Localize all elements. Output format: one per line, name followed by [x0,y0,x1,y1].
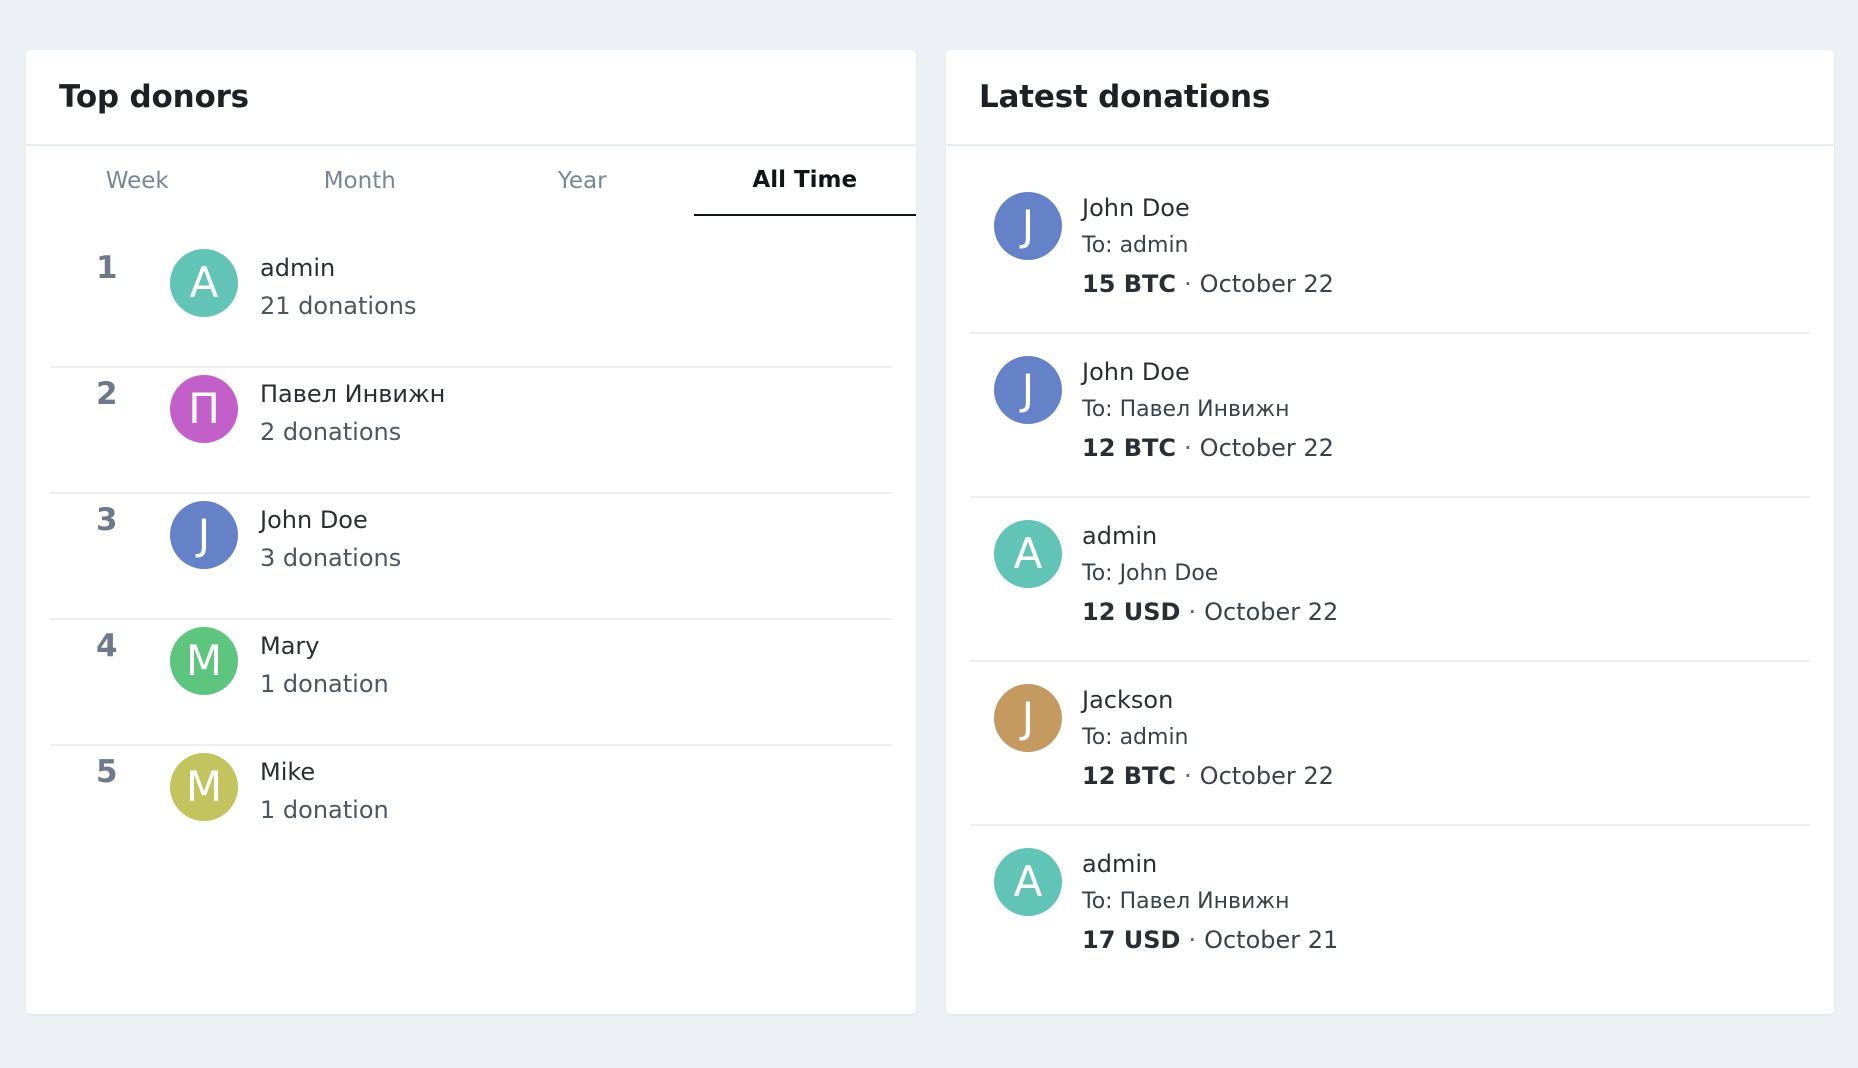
tab-all-time[interactable]: All Time [693,146,916,216]
separator-dot: · [1184,762,1192,790]
latest-donations-card: Latest donations J John Doe To: admin 15… [946,50,1834,1014]
donor-row[interactable]: 1 A admin 21 donations [50,242,892,368]
donation-item[interactable]: A admin To: John Doe 12 USD · October 22 [970,498,1810,662]
donation-amount: 15 BTC [1082,270,1177,298]
donor-name: Mary [260,632,320,660]
donation-date: October 22 [1204,598,1339,626]
donor-rank: 5 [96,754,118,790]
donation-item[interactable]: A admin To: Павел Инвижн 17 USD · October … [970,826,1810,990]
donation-count: 3 donations [260,544,402,572]
donor-rank: 4 [96,628,118,664]
donor-name: Павел Инвижн [260,380,446,408]
donation-date: October 21 [1204,926,1339,954]
donation-count: 21 donations [260,292,417,320]
separator-dot: · [1188,926,1197,954]
donation-amount: 12 BTC [1082,434,1177,462]
donation-recipient: To: admin [1082,233,1189,258]
donor-rank: 3 [96,502,118,538]
avatar: П [170,375,238,443]
donor-name: admin [1082,850,1158,878]
separator-dot: · [1188,598,1197,626]
latest-donations-header: Latest donations [946,50,1834,146]
donor-name: John Doe [1082,194,1190,222]
donation-meta: 15 BTC · October 22 [1082,270,1334,298]
donation-count: 2 donations [260,418,402,446]
donation-recipient: To: admin [1082,725,1189,750]
donation-count: 1 donation [260,670,389,698]
separator-dot: · [1184,434,1192,462]
avatar: J [170,501,238,569]
donation-date: October 22 [1199,270,1334,298]
tab-year[interactable]: Year [557,168,607,194]
donor-name: John Doe [260,506,368,534]
donor-row[interactable]: 5 M Mike 1 donation [50,746,892,872]
donation-date: October 22 [1199,434,1334,462]
donor-row[interactable]: 2 П Павел Инвижн 2 donations [50,368,892,494]
avatar: A [994,848,1062,916]
donor-row[interactable]: 3 J John Doe 3 donations [50,494,892,620]
donation-count: 1 donation [260,796,389,824]
donor-name: Mike [260,758,316,786]
tab-month[interactable]: Month [323,168,396,194]
donation-item[interactable]: J John Doe To: Павел Инвижн 12 BTC · Octob… [970,334,1810,498]
donor-name: John Doe [1082,358,1190,386]
donor-name: admin [1082,522,1158,550]
donation-meta: 12 BTC · October 22 [1082,762,1334,790]
top-donors-card: Top donors Week Month Year All Time 1 A … [26,50,916,1014]
donation-list: J John Doe To: admin 15 BTC · October 22 J… [970,170,1810,990]
donation-recipient: To: John Doe [1082,561,1219,586]
period-tabs: Week Month Year All Time [26,146,916,216]
top-donors-header: Top donors [26,50,916,146]
donation-amount: 12 BTC [1082,762,1177,790]
tab-week[interactable]: Week [105,168,169,194]
donation-recipient: To: Павел Инвижн [1082,397,1290,422]
donation-meta: 17 USD · October 21 [1082,926,1338,954]
latest-donations-title: Latest donations [979,79,1271,115]
avatar: M [170,753,238,821]
donation-meta: 12 BTC · October 22 [1082,434,1334,462]
donor-list: 1 A admin 21 donations 2 П Павел Инвижн … [50,242,892,872]
avatar: A [170,249,238,317]
avatar: A [994,520,1062,588]
top-donors-title: Top donors [59,79,249,115]
avatar: J [994,356,1062,424]
donation-amount: 12 USD [1082,598,1181,626]
avatar: J [994,684,1062,752]
donor-row[interactable]: 4 M Mary 1 donation [50,620,892,746]
avatar: M [170,627,238,695]
donor-rank: 1 [96,250,118,286]
donation-recipient: To: Павел Инвижн [1082,889,1290,914]
donation-date: October 22 [1199,762,1334,790]
donor-name: Jackson [1082,686,1174,714]
donation-meta: 12 USD · October 22 [1082,598,1338,626]
separator-dot: · [1184,270,1192,298]
donation-amount: 17 USD [1082,926,1181,954]
avatar: J [994,192,1062,260]
donation-item[interactable]: J Jackson To: admin 12 BTC · October 22 [970,662,1810,826]
donor-rank: 2 [96,376,118,412]
donor-name: admin [260,254,336,282]
donation-item[interactable]: J John Doe To: admin 15 BTC · October 22 [970,170,1810,334]
